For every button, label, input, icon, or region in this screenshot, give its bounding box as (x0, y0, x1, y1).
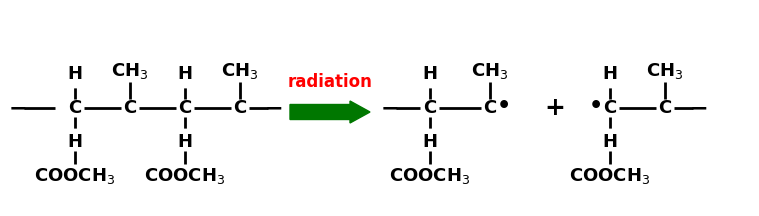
Text: CH$_3$: CH$_3$ (112, 61, 149, 81)
Text: H: H (68, 133, 83, 151)
Text: H: H (68, 65, 83, 83)
Text: H: H (423, 65, 437, 83)
Text: COOCH$_3$: COOCH$_3$ (144, 166, 225, 186)
Text: •: • (497, 96, 511, 116)
Text: C: C (233, 99, 247, 117)
Text: C: C (483, 99, 496, 117)
Text: C: C (424, 99, 436, 117)
Text: H: H (603, 65, 618, 83)
Text: C: C (603, 99, 616, 117)
Text: CH$_3$: CH$_3$ (471, 61, 509, 81)
Text: H: H (603, 133, 618, 151)
Text: −: − (690, 98, 708, 118)
Text: C: C (178, 99, 191, 117)
Text: −: − (381, 98, 399, 118)
Text: C: C (68, 99, 82, 117)
Text: H: H (178, 133, 193, 151)
Text: CH$_3$: CH$_3$ (222, 61, 259, 81)
FancyArrow shape (290, 101, 370, 123)
Text: COOCH$_3$: COOCH$_3$ (34, 166, 115, 186)
Text: •: • (589, 96, 603, 116)
Text: +: + (544, 96, 565, 120)
Text: C: C (658, 99, 672, 117)
Text: radiation: radiation (288, 73, 373, 91)
Text: H: H (423, 133, 437, 151)
Text: −: − (8, 98, 27, 118)
Text: C: C (124, 99, 137, 117)
Text: −: − (265, 98, 283, 118)
Text: H: H (178, 65, 193, 83)
Text: COOCH$_3$: COOCH$_3$ (569, 166, 650, 186)
Text: COOCH$_3$: COOCH$_3$ (389, 166, 471, 186)
Text: CH$_3$: CH$_3$ (647, 61, 684, 81)
